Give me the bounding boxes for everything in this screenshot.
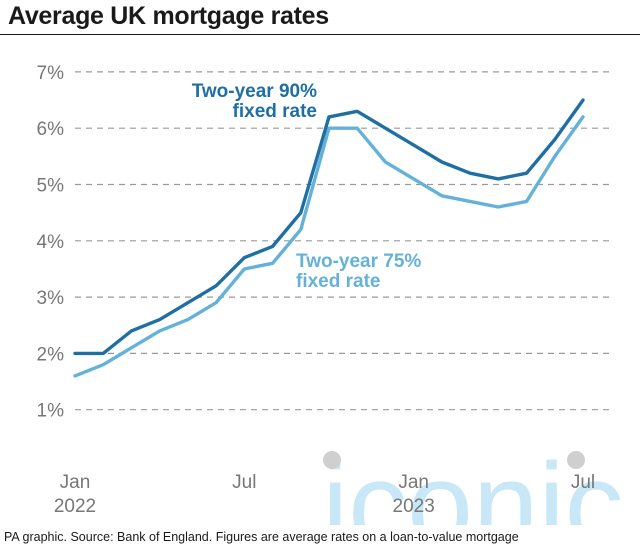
x-tick-label: Jan (398, 472, 429, 493)
y-tick-label: 1% (37, 401, 65, 422)
x-tick-label: Jul (571, 472, 595, 493)
x-tick-year-label: 2022 (54, 496, 96, 517)
x-axis-ticks: Jan 2022 Jul Jan 2023 Jul (54, 472, 595, 517)
y-tick-label: 4% (37, 232, 65, 253)
y-tick-label: 2% (37, 344, 65, 365)
watermark-logo: iconic (322, 439, 624, 525)
chart-title: Average UK mortgage rates (8, 2, 329, 30)
series-label-75-percent: Two-year 75% (296, 251, 421, 272)
watermark-dot-left (323, 451, 341, 469)
x-tick-label: Jul (232, 472, 256, 493)
title-divider (0, 34, 640, 35)
series-label-90-percent: Two-year 90% (192, 81, 317, 102)
y-tick-label: 6% (37, 119, 65, 140)
x-tick-year-label: 2023 (393, 496, 435, 517)
x-tick-label: Jan (60, 472, 91, 493)
watermark-dot-right (567, 451, 585, 469)
gridlines (75, 71, 612, 411)
source-footnote: PA graphic. Source: Bank of England. Fig… (4, 530, 519, 544)
y-tick-label: 5% (37, 176, 65, 197)
series-lines (73, 98, 585, 378)
y-tick-label: 3% (37, 288, 65, 309)
series-label-90-percent: fixed rate (233, 101, 317, 122)
series-line-90-percent (73, 98, 585, 356)
y-axis-ticks: 1% 2% 3% 4% 5% 6% 7% (37, 63, 65, 422)
series-label-75-percent: fixed rate (296, 271, 380, 292)
series-line-75-percent (73, 115, 585, 378)
y-tick-label: 7% (37, 63, 65, 84)
